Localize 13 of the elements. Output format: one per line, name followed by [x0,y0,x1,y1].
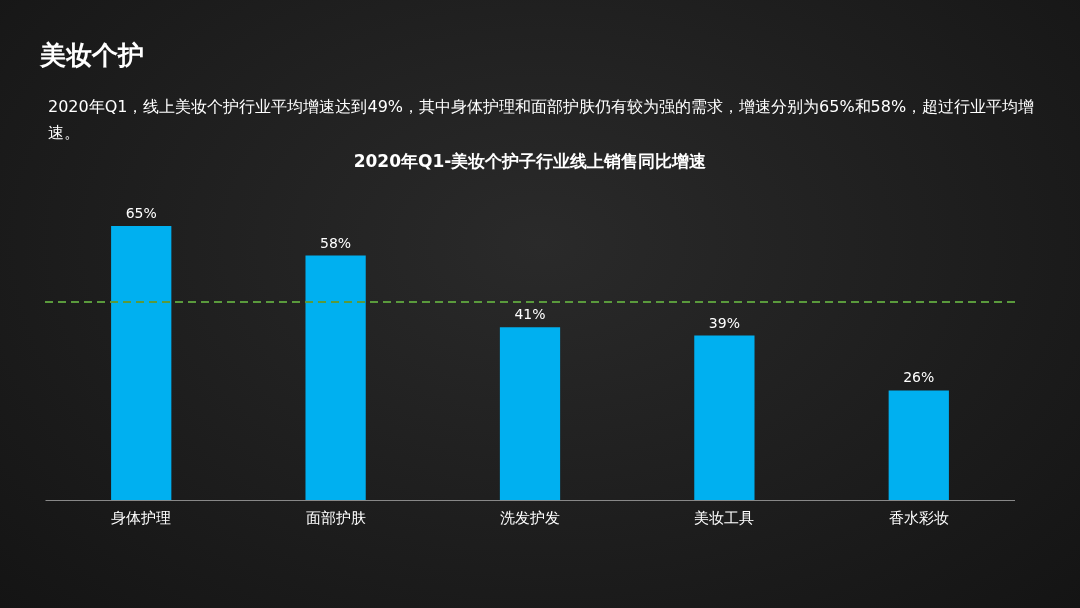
x-tick-label: 美妆工具 [694,508,755,527]
x-tick-label: 身体护理 [111,508,172,527]
x-tick-label: 香水彩妆 [888,508,949,527]
data-label: 65% [125,205,157,221]
chart-title: 美妆个护 [40,39,144,72]
chart-subtitle: 2020年Q1，线上美妆个护行业平均增速达到49%，其中身体护理和面部护肤仍有较为强的需求，增速分别为65%和58%，超过行业平均增速。 [48,96,1036,144]
data-label: 41% [514,306,546,323]
data-label: 58% [320,234,352,251]
x-tick-label: 洗发护发 [500,508,560,527]
data-label: 26% [903,369,935,386]
text: 2020年Q1-美妆个护子行业线上销售同比增速 [353,151,707,171]
data-label: 39% [708,314,740,331]
x-tick-label: 面部护肤 [305,508,366,527]
